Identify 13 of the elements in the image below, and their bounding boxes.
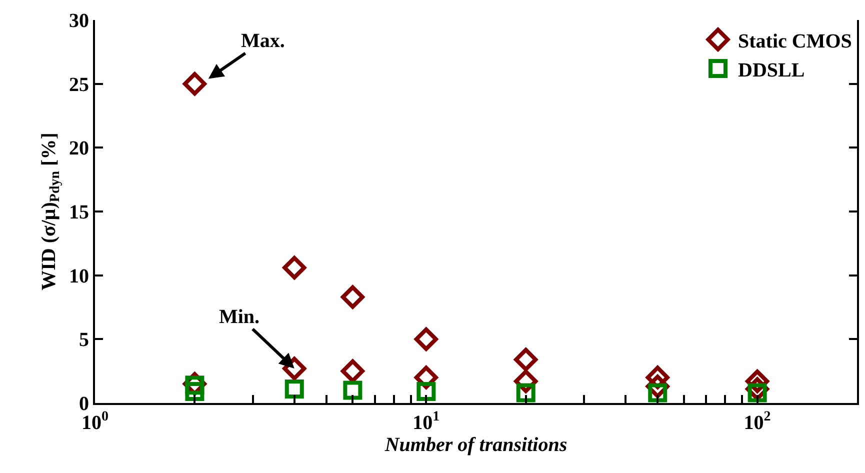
y-tick-label: 5 (79, 329, 89, 352)
y-tick-label: 15 (69, 202, 89, 224)
y-tick-label: 10 (69, 265, 89, 288)
x-tick-label: 10$^{2}$ (744, 410, 771, 434)
x-tick-label: 10$^{1}$ (412, 410, 440, 434)
x-axis-title: Number of transitions (384, 434, 568, 456)
y-tick-label: 20 (69, 138, 89, 160)
y-tick-label: 25 (69, 74, 89, 96)
legend-label: DDSLL (738, 59, 805, 82)
legend-label: Static CMOS (738, 30, 852, 52)
annotation: Min. (219, 306, 260, 328)
y-tick-label: 30 (69, 10, 89, 32)
annotation: Max. (241, 30, 285, 52)
